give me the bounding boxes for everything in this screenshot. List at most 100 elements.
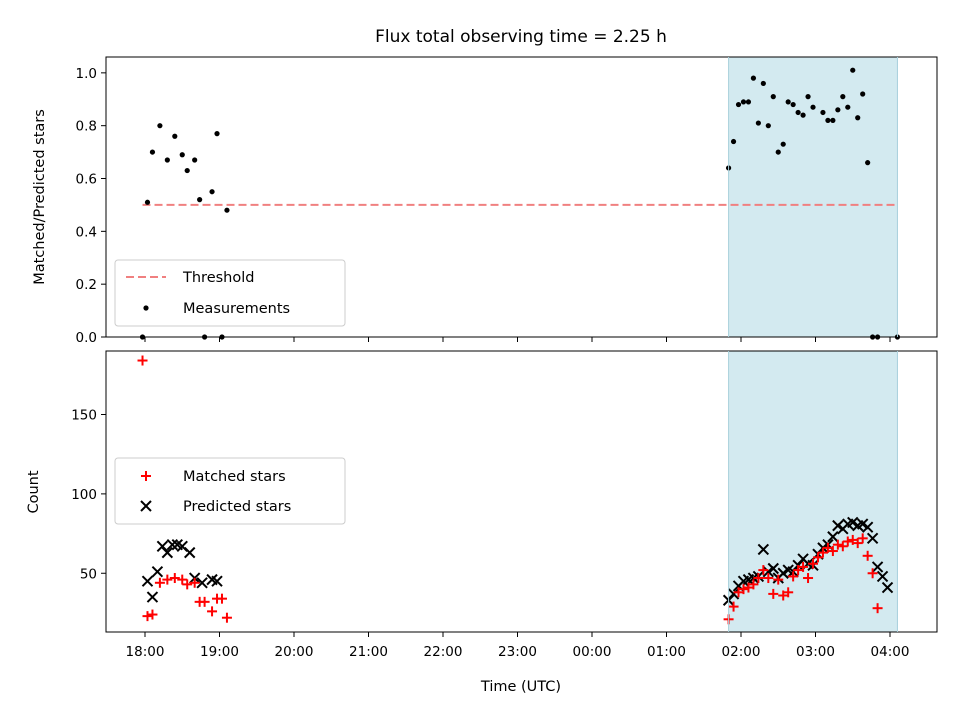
predicted-star-point: [777, 567, 789, 579]
legend-matched-label: Matched stars: [183, 469, 286, 485]
x-tick-label: 02:00: [722, 644, 761, 660]
measurement-point: [760, 80, 766, 87]
predicted-star-point: [757, 543, 770, 556]
x-tick-label: 21:00: [349, 644, 388, 660]
measurement-point: [745, 99, 752, 105]
predicted-star-point: [847, 516, 859, 529]
bottom-y-ticks: 50 100 150: [71, 408, 106, 582]
measurement-point: [184, 167, 190, 174]
measurement-point: [800, 112, 806, 118]
matched-star-point: [808, 558, 819, 569]
matched-star-point: [857, 533, 868, 544]
measurement-point: [845, 104, 851, 110]
matched-star-point: [827, 546, 838, 557]
y-tick-label: 0.0: [76, 330, 97, 346]
top-legend: Threshold Measurements: [114, 259, 346, 327]
bottom-legend-box: [114, 457, 346, 525]
measurement-point: [780, 141, 786, 147]
y-tick-label: 100: [71, 487, 97, 503]
top-y-axis-label: Matched/Predicted stars: [32, 109, 48, 285]
bottom-plot-frame: [105, 350, 938, 633]
predicted-star-point: [211, 575, 223, 587]
matched-star-point: [763, 573, 774, 584]
matched-star-point: [758, 565, 769, 576]
matched-star-point: [154, 577, 165, 588]
predicted-star-point: [881, 581, 894, 594]
bottom-highlight-span: [728, 351, 898, 632]
matched-star-point: [162, 574, 173, 585]
x-axis-label: Time (UTC): [480, 679, 561, 695]
predicted-star-point: [146, 591, 159, 603]
measurement-point: [820, 109, 826, 116]
measurement-point: [835, 107, 841, 113]
measurement-point: [149, 149, 156, 155]
measurement-point: [192, 157, 198, 163]
matched-star-point: [867, 568, 878, 579]
matched-star-point: [783, 587, 794, 598]
bottom-legend: Matched stars Predicted stars: [114, 457, 346, 525]
count-points: [137, 355, 894, 625]
matched-star-point: [147, 609, 158, 620]
matched-star-point: [803, 573, 814, 584]
measurement-point: [214, 131, 220, 137]
bottom-panel: 50 100 150 18:00 19:00 20:00 21:00 22:00 23:00 0…: [26, 350, 938, 695]
measurement-point: [750, 75, 757, 81]
legend-matched-swatch: [141, 471, 151, 481]
bottom-y-axis-label: Count: [26, 470, 42, 513]
matched-star-point: [199, 596, 210, 607]
predicted-star-point: [861, 521, 874, 533]
matched-star-point: [189, 577, 200, 588]
matched-star-point: [169, 573, 180, 584]
matched-star-point: [768, 588, 779, 599]
matched-star-point: [216, 593, 227, 604]
legend-predicted-swatch: [140, 500, 152, 512]
predicted-star-point: [166, 538, 179, 551]
matched-star-point: [753, 573, 764, 584]
measurement-point: [775, 149, 781, 155]
measurement-point: [164, 157, 170, 163]
predicted-star-point: [767, 562, 779, 575]
predicted-star-point: [856, 518, 869, 530]
y-tick-label: 0.4: [76, 224, 97, 240]
top-highlight-span: [728, 57, 898, 337]
x-tick-label: 18:00: [126, 644, 165, 660]
matched-star-point: [728, 601, 739, 612]
measurement-point: [197, 197, 203, 203]
legend-threshold-label: Threshold: [182, 270, 254, 286]
matched-star-point: [137, 355, 148, 366]
matched-star-point: [852, 538, 863, 549]
legend-plus: [141, 471, 151, 481]
x-tick-label: 04:00: [871, 644, 910, 660]
predicted-star-point: [141, 575, 154, 587]
matched-star-point: [812, 552, 823, 563]
measurement-point: [865, 160, 871, 166]
measurement-point: [785, 99, 791, 105]
matched-star-point: [842, 536, 853, 547]
measurement-point: [795, 109, 801, 116]
y-tick-label: 50: [80, 566, 97, 582]
matched-star-point: [748, 579, 759, 590]
y-tick-label: 0.2: [76, 277, 97, 293]
legend-measurements-label: Measurements: [183, 301, 290, 317]
measurement-point: [755, 120, 761, 126]
top-plot-frame: [105, 56, 938, 338]
measurement-point: [770, 94, 776, 100]
predicted-star-point: [871, 561, 884, 573]
measurement-point: [765, 123, 771, 129]
matched-star-point: [798, 561, 809, 572]
matched-star-point: [817, 547, 828, 558]
y-tick-label: 150: [71, 408, 97, 424]
measurement-point: [840, 94, 846, 100]
matched-star-point: [862, 550, 873, 561]
matched-star-point: [788, 571, 799, 582]
bottom-x-ticks: 18:00 19:00 20:00 21:00 22:00 23:00 00:00 01:00…: [126, 632, 910, 660]
measurement-point: [224, 207, 230, 213]
measurement-point: [144, 199, 151, 205]
x-tick-label: 22:00: [424, 644, 463, 660]
measurement-point: [179, 152, 185, 158]
predicted-star-point: [161, 546, 174, 559]
predicted-star-point: [762, 565, 775, 578]
measurement-point: [209, 189, 215, 195]
legend-predicted-label: Predicted stars: [183, 499, 291, 515]
